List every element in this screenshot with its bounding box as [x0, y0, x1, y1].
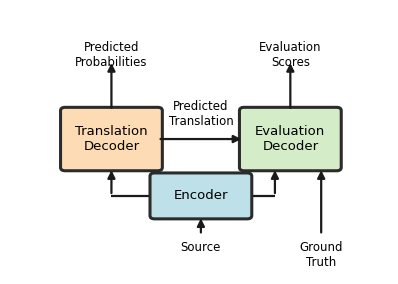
Text: Encoder: Encoder: [174, 189, 228, 202]
Text: Predicted
Translation: Predicted Translation: [168, 100, 233, 128]
FancyBboxPatch shape: [240, 107, 341, 171]
Text: Source: Source: [181, 241, 221, 254]
FancyBboxPatch shape: [60, 107, 162, 171]
Text: Evaluation
Scores: Evaluation Scores: [259, 41, 322, 69]
Text: Predicted
Probabilities: Predicted Probabilities: [75, 41, 148, 69]
FancyBboxPatch shape: [150, 173, 252, 219]
Text: Translation
Decoder: Translation Decoder: [75, 125, 148, 153]
Text: Evaluation
Decoder: Evaluation Decoder: [255, 125, 326, 153]
Text: Ground
Truth: Ground Truth: [299, 241, 343, 269]
